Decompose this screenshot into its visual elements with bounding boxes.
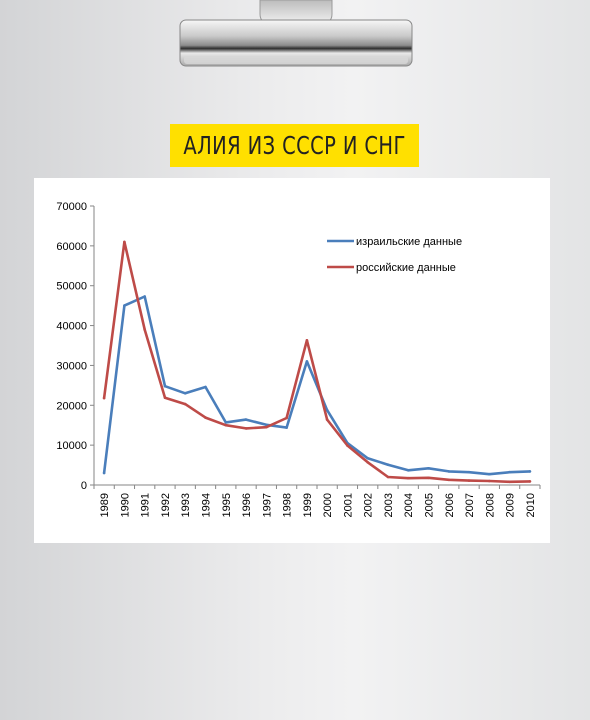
data-point bbox=[183, 392, 187, 395]
chart-panel: 0 10000 20000 30000 40000 50000 60000 70000 1989… bbox=[34, 178, 550, 543]
x-tick-label: 2004 bbox=[403, 493, 415, 517]
data-point bbox=[102, 471, 106, 475]
data-point bbox=[143, 295, 146, 298]
data-point bbox=[386, 463, 390, 467]
data-point bbox=[244, 427, 248, 430]
data-point bbox=[143, 328, 146, 331]
x-tick-label: 2001 bbox=[342, 493, 354, 517]
page-title: АЛИЯ ИЗ СССР И СНГ bbox=[183, 131, 406, 160]
series-line-2 bbox=[102, 240, 532, 484]
data-point bbox=[325, 408, 329, 412]
x-tick-label: 2007 bbox=[464, 493, 476, 517]
title-banner: АЛИЯ ИЗ СССР И СНГ bbox=[170, 124, 419, 167]
x-tick-label: 2009 bbox=[505, 493, 517, 517]
y-tick-label: 10000 bbox=[56, 440, 87, 452]
data-point bbox=[204, 385, 207, 389]
x-tick-label: 1989 bbox=[99, 493, 111, 517]
binder-clip-icon bbox=[179, 0, 413, 67]
data-point bbox=[488, 472, 491, 476]
x-tick-label: 1994 bbox=[201, 493, 213, 517]
data-point bbox=[447, 470, 451, 473]
data-point bbox=[528, 470, 532, 473]
data-point bbox=[123, 304, 126, 307]
x-tick-label: 2010 bbox=[525, 493, 537, 517]
data-point bbox=[163, 384, 167, 388]
legend-label: израильские данные bbox=[356, 236, 462, 248]
data-point bbox=[224, 423, 228, 427]
data-point bbox=[123, 240, 126, 244]
data-point bbox=[467, 479, 471, 482]
data-point bbox=[163, 396, 167, 399]
series-line-1 bbox=[102, 295, 532, 476]
data-point bbox=[224, 421, 228, 424]
y-tick-label: 50000 bbox=[56, 281, 87, 293]
x-tick-label: 1995 bbox=[221, 493, 233, 517]
y-tick-label: 40000 bbox=[56, 321, 87, 333]
data-point bbox=[508, 480, 511, 484]
data-point bbox=[427, 467, 430, 470]
x-tick-label: 1993 bbox=[180, 493, 192, 517]
data-point bbox=[366, 457, 370, 460]
x-tick-label: 1998 bbox=[282, 493, 294, 517]
data-point bbox=[346, 444, 349, 447]
data-point bbox=[488, 479, 491, 483]
x-tick-label: 1999 bbox=[302, 493, 314, 517]
data-point bbox=[244, 418, 248, 421]
data-point bbox=[467, 470, 471, 474]
line-chart: 0 10000 20000 30000 40000 50000 60000 70000 1989… bbox=[56, 201, 541, 517]
x-tick-label: 1996 bbox=[241, 493, 253, 517]
y-tick-label: 20000 bbox=[56, 400, 87, 412]
x-tick-label: 2002 bbox=[363, 493, 375, 517]
data-point bbox=[406, 469, 410, 472]
x-tick-label: 2006 bbox=[444, 493, 456, 517]
x-tick-label: 1997 bbox=[261, 493, 273, 517]
data-point bbox=[427, 476, 430, 480]
data-point bbox=[325, 418, 329, 421]
data-point bbox=[528, 480, 532, 483]
data-point bbox=[386, 475, 390, 479]
x-tick-label: 2000 bbox=[322, 493, 334, 517]
data-point bbox=[265, 425, 268, 429]
x-tick-label: 1991 bbox=[140, 493, 152, 517]
y-tick-label: 30000 bbox=[56, 360, 87, 372]
data-point bbox=[285, 426, 288, 429]
y-tick-label: 0 bbox=[81, 480, 87, 492]
data-point bbox=[265, 423, 268, 427]
data-point bbox=[285, 416, 288, 420]
data-point bbox=[102, 396, 106, 400]
data-point bbox=[305, 360, 309, 363]
x-tick-label: 1990 bbox=[119, 493, 131, 517]
data-point bbox=[204, 416, 207, 419]
data-point bbox=[183, 402, 187, 406]
data-point bbox=[508, 470, 511, 474]
y-tick-label: 60000 bbox=[56, 241, 87, 253]
data-point bbox=[406, 476, 410, 480]
x-tick-label: 2005 bbox=[424, 493, 436, 517]
y-tick-label: 70000 bbox=[56, 201, 87, 213]
data-point bbox=[366, 461, 370, 464]
x-tick-label: 2008 bbox=[484, 493, 496, 517]
legend-label: российские данные bbox=[356, 262, 456, 274]
x-tick-label: 1992 bbox=[160, 493, 172, 517]
x-tick-label: 2003 bbox=[383, 493, 395, 517]
data-point bbox=[305, 339, 309, 342]
data-point bbox=[447, 478, 451, 482]
